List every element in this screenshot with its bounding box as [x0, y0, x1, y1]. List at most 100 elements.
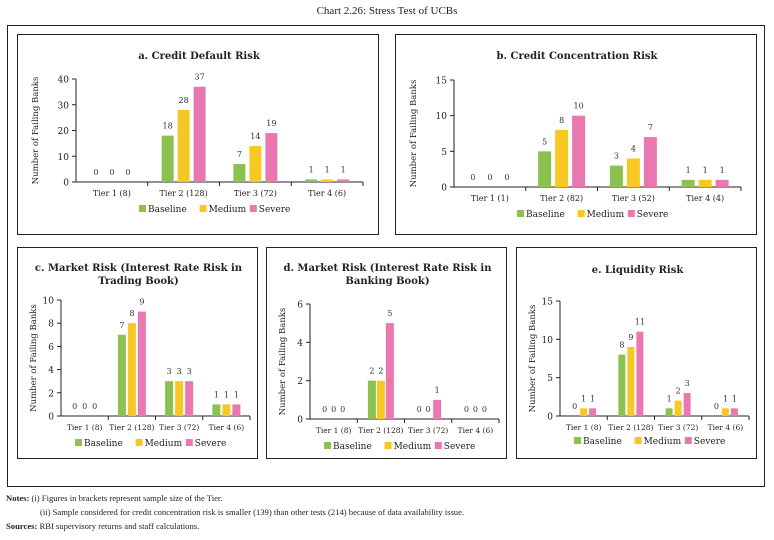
legend-label: Medium: [394, 442, 432, 452]
x-tick-label: Tier 4 (6): [209, 423, 245, 432]
y-tick-label: 15: [542, 298, 554, 308]
bar-medium-tier-4-6: [321, 179, 334, 182]
legend-item-medium: Medium: [634, 437, 682, 447]
data-label-severe: 19: [266, 119, 276, 128]
y-tick-label: 10: [542, 336, 554, 346]
x-tick-label: Tier 3 (72): [658, 423, 698, 432]
chart-title: c. Market Risk (Interest Rate Risk in: [35, 263, 243, 274]
bar-severe-tier-4-4: [715, 179, 729, 187]
x-tick-label: Tier 3 (72): [159, 423, 199, 432]
bar-medium-tier-3-72: [249, 145, 262, 182]
bar-medium-tier-3-72: [175, 381, 184, 416]
x-tick-label: Tier 4 (6): [308, 189, 346, 198]
bar-baseline-tier-3-72: [165, 381, 174, 416]
data-label-medium: 1: [581, 394, 586, 403]
bar-severe-tier-2-128: [636, 331, 644, 416]
legend-swatch-severe: [627, 210, 635, 217]
y-tick-label: 6: [48, 343, 54, 353]
sources-label: Sources:: [6, 521, 38, 531]
x-tick-label: Tier 2 (128): [608, 423, 653, 432]
bar-severe-tier-4-6: [337, 179, 350, 182]
y-axis-label: Number of Failing Banks: [31, 77, 41, 185]
legend-item-medium: Medium: [199, 205, 247, 215]
bar-medium-tier-4-6: [721, 408, 729, 416]
data-label-baseline: 1: [309, 165, 314, 174]
bar-baseline-tier-4-4: [681, 179, 695, 187]
legend-label: Severe: [259, 205, 291, 215]
panel-liquidity-risk: e. Liquidity Risk 0 5 10 15 Number of Failing…: [516, 247, 757, 459]
data-label-baseline: 8: [619, 341, 624, 350]
legend-item-baseline: Baseline: [139, 205, 187, 215]
bar-baseline-tier-3-72: [233, 163, 246, 182]
bar-baseline-tier-2-128: [161, 135, 174, 182]
legend: Baseline Medium Severe: [75, 439, 226, 449]
figure-frame: [7, 25, 765, 487]
legend-label: Severe: [195, 439, 227, 449]
data-label-baseline: 3: [167, 367, 172, 376]
data-label-baseline: 0: [572, 402, 577, 411]
legend-label: Medium: [587, 210, 625, 220]
legend-label: Baseline: [583, 437, 622, 447]
data-label-baseline: 1: [214, 390, 219, 399]
data-label-severe: 1: [732, 394, 737, 403]
y-axis-label: Number of Failing Banks: [528, 305, 538, 413]
legend-item-baseline: Baseline: [574, 437, 622, 447]
data-label-medium: 1: [224, 390, 229, 399]
data-label-medium: 3: [177, 367, 182, 376]
data-label-baseline: 3: [614, 152, 619, 161]
legend-item-baseline: Baseline: [517, 210, 565, 220]
bar-severe-tier-2-82: [572, 115, 586, 187]
data-label-baseline: 0: [714, 402, 719, 411]
bar-baseline-tier-2-82: [538, 151, 552, 187]
x-tick-label: Tier 3 (72): [234, 189, 277, 198]
y-tick-label: 15: [436, 77, 448, 87]
data-label-severe: 0: [482, 405, 487, 414]
figure-title: Chart 2.26: Stress Test of UCBs: [316, 5, 458, 17]
data-label-severe: 1: [435, 386, 440, 395]
data-label-baseline: 0: [72, 402, 77, 411]
bar-severe-tier-2-128: [137, 311, 146, 416]
data-label-medium: 1: [723, 394, 728, 403]
data-label-medium: 0: [487, 173, 492, 182]
data-label-medium: 0: [109, 168, 114, 177]
legend-label: Baseline: [84, 439, 123, 449]
legend-swatch-baseline: [517, 210, 524, 217]
bar-severe-tier-3-72: [433, 399, 442, 419]
legend-swatch-medium: [199, 205, 207, 212]
x-tick-label: Tier 1 (8): [316, 426, 352, 435]
bar-baseline-tier-2-128: [117, 334, 126, 416]
note-2: (ii) Sample considered for credit concen…: [40, 507, 465, 517]
x-tick-label: Tier 1 (8): [566, 423, 602, 432]
bar-severe-tier-3-72: [265, 133, 278, 182]
y-tick-label: 4: [48, 366, 54, 376]
chart-svg-d: d. Market Risk (Interest Rate Risk in Ban…: [278, 263, 500, 452]
y-tick-label: 5: [547, 374, 553, 384]
data-label-baseline: 5: [542, 137, 547, 146]
data-label-baseline: 0: [464, 405, 469, 414]
bar-medium-tier-2-128: [127, 323, 136, 416]
legend: Baseline Medium Severe: [517, 210, 668, 220]
legend-swatch-medium: [384, 442, 392, 449]
bar-baseline-tier-2-128: [618, 354, 626, 416]
legend: Baseline Medium Severe: [324, 442, 475, 452]
x-tick-label: Tier 2 (128): [109, 423, 154, 432]
bar-medium-tier-2-82: [555, 129, 569, 187]
chart-title: Banking Book): [345, 276, 429, 287]
legend-item-medium: Medium: [135, 439, 183, 449]
bar-severe-tier-4-6: [232, 404, 241, 416]
bar-severe-tier-2-128: [385, 323, 394, 419]
bar-medium-tier-2-128: [627, 347, 635, 416]
y-tick-label: 2: [297, 377, 303, 387]
legend-label: Medium: [209, 205, 247, 215]
bar-medium-tier-1-8: [580, 408, 588, 416]
legend-item-severe: Severe: [627, 210, 668, 220]
y-axis-label: Number of Failing Banks: [29, 304, 39, 412]
bar-baseline-tier-4-6: [212, 404, 221, 416]
y-tick-label: 10: [58, 153, 70, 163]
data-label-baseline: 0: [93, 168, 98, 177]
legend-item-medium: Medium: [384, 442, 432, 452]
legend-swatch-severe: [249, 205, 257, 212]
legend-swatch-severe: [684, 437, 692, 444]
data-label-baseline: 7: [237, 150, 242, 159]
